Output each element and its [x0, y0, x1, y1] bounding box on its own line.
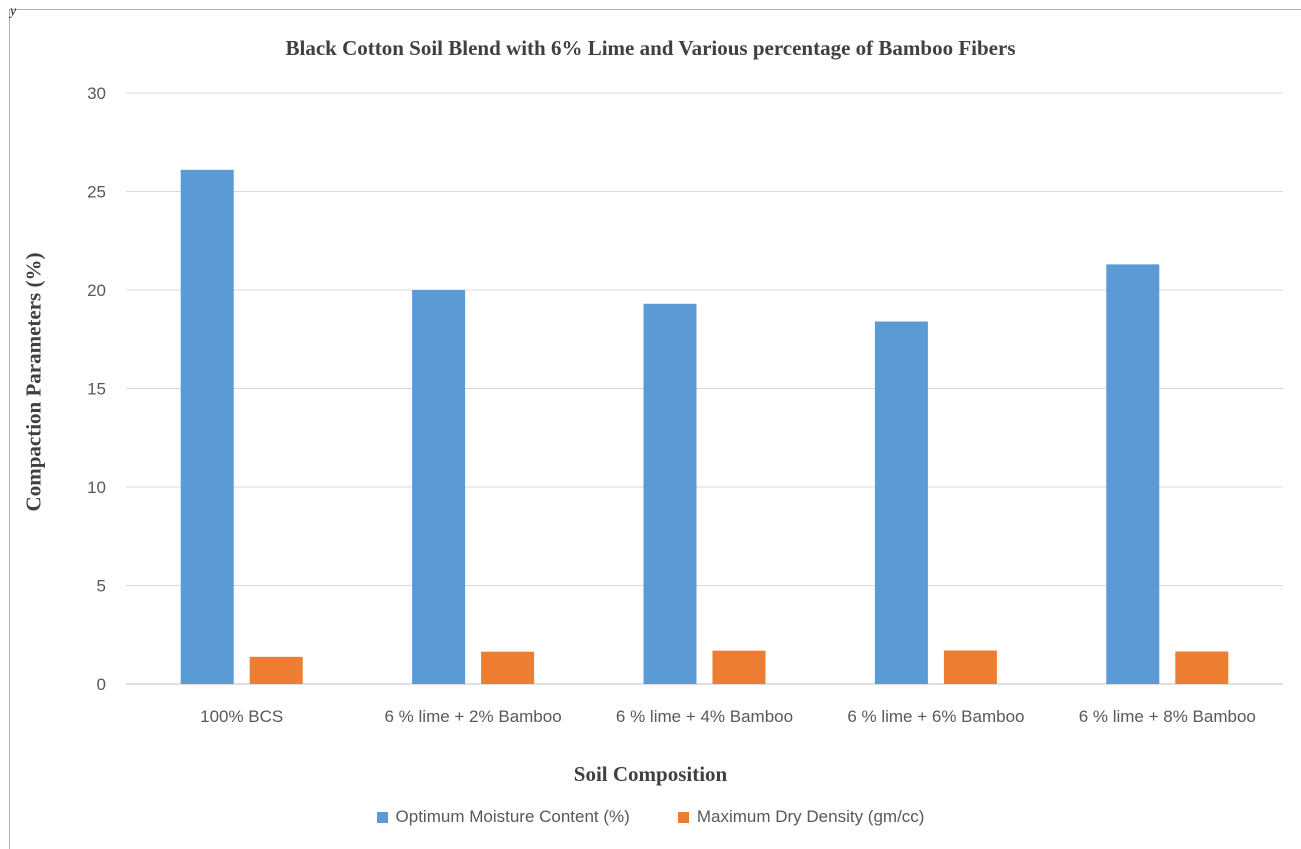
category-label: 6 % lime + 6% Bamboo [847, 707, 1024, 726]
bar-moisture [1106, 264, 1160, 684]
y-tick-label: 15 [87, 380, 106, 399]
bar-density [481, 651, 535, 684]
bar-moisture [874, 321, 928, 684]
category-labels: 100% BCS 6 % lime + 2% Bamboo 6 % lime + 4… [200, 707, 1256, 726]
bar-density [249, 656, 303, 684]
y-tick-label: 20 [87, 281, 106, 300]
bar-density [943, 650, 997, 684]
y-tick-label: 5 [97, 577, 106, 596]
legend: Optimum Moisture Content (%) Maximum Dry… [0, 807, 1301, 827]
bars [180, 169, 1229, 684]
category-label: 100% BCS [200, 707, 283, 726]
corner-text: y [10, 4, 17, 19]
legend-swatch-density [677, 811, 689, 823]
legend-item-moisture: Optimum Moisture Content (%) [376, 807, 630, 827]
legend-label-moisture: Optimum Moisture Content (%) [395, 807, 630, 826]
y-tick-label: 0 [97, 675, 106, 694]
legend-item-density: Maximum Dry Density (gm/cc) [677, 807, 925, 827]
y-tick-label: 30 [87, 84, 106, 103]
bar-moisture [180, 169, 234, 684]
y-tick-label: 10 [87, 478, 106, 497]
category-label: 6 % lime + 2% Bamboo [385, 707, 562, 726]
gridlines [126, 92, 1283, 685]
bar-moisture [412, 290, 466, 684]
category-label: 6 % lime + 4% Bamboo [616, 707, 793, 726]
x-axis-label: Soil Composition [573, 762, 728, 786]
bar-density [712, 650, 766, 684]
legend-label-density: Maximum Dry Density (gm/cc) [696, 807, 925, 826]
category-label: 6 % lime + 8% Bamboo [1079, 707, 1256, 726]
y-tick-label: 25 [87, 183, 106, 202]
chart-title: Black Cotton Soil Blend with 6% Lime and… [285, 36, 1016, 60]
bar-density [1175, 651, 1229, 684]
y-tick-labels: 0 5 10 15 20 25 30 [87, 84, 106, 694]
bar-moisture [643, 303, 697, 684]
legend-swatch-moisture [376, 811, 388, 823]
